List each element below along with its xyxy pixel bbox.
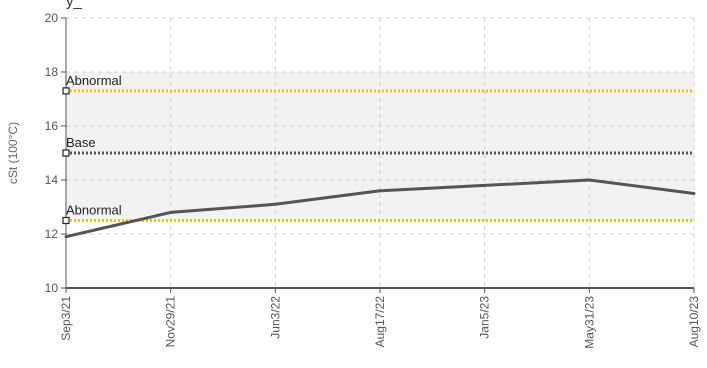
- x-tick-label: Jun3/22: [268, 296, 282, 339]
- y-tick-label: 18: [45, 65, 59, 79]
- reference-label: Abnormal: [66, 73, 122, 88]
- x-tick-label: May31/23: [582, 296, 596, 349]
- y-tick-label: 16: [45, 119, 59, 133]
- reference-label: Abnormal: [66, 203, 122, 218]
- data-point: [273, 202, 277, 206]
- y-tick-label: 12: [45, 227, 59, 241]
- reference-marker: [62, 149, 70, 157]
- x-tick-label: Nov29/21: [164, 296, 178, 348]
- data-point: [169, 210, 173, 214]
- data-point: [64, 235, 68, 239]
- y-tick-label: 14: [45, 173, 59, 187]
- data-point: [483, 183, 487, 187]
- x-tick-label: Sep3/21: [59, 296, 73, 341]
- x-tick-label: Jan5/23: [478, 296, 492, 339]
- data-point: [692, 192, 696, 195]
- chart-title-partial: y_: [66, 0, 83, 10]
- x-tick-label: Aug10/23: [687, 296, 701, 348]
- y-tick-label: 10: [45, 281, 59, 295]
- reference-marker: [62, 216, 70, 225]
- y-tick-label: 20: [45, 11, 59, 25]
- reference-marker: [62, 87, 70, 95]
- x-tick-label: Aug17/22: [373, 296, 387, 348]
- y-axis-title: cSt (100°C): [6, 122, 20, 184]
- reference-label: Base: [66, 135, 96, 150]
- data-point: [587, 178, 591, 182]
- data-point: [378, 189, 382, 193]
